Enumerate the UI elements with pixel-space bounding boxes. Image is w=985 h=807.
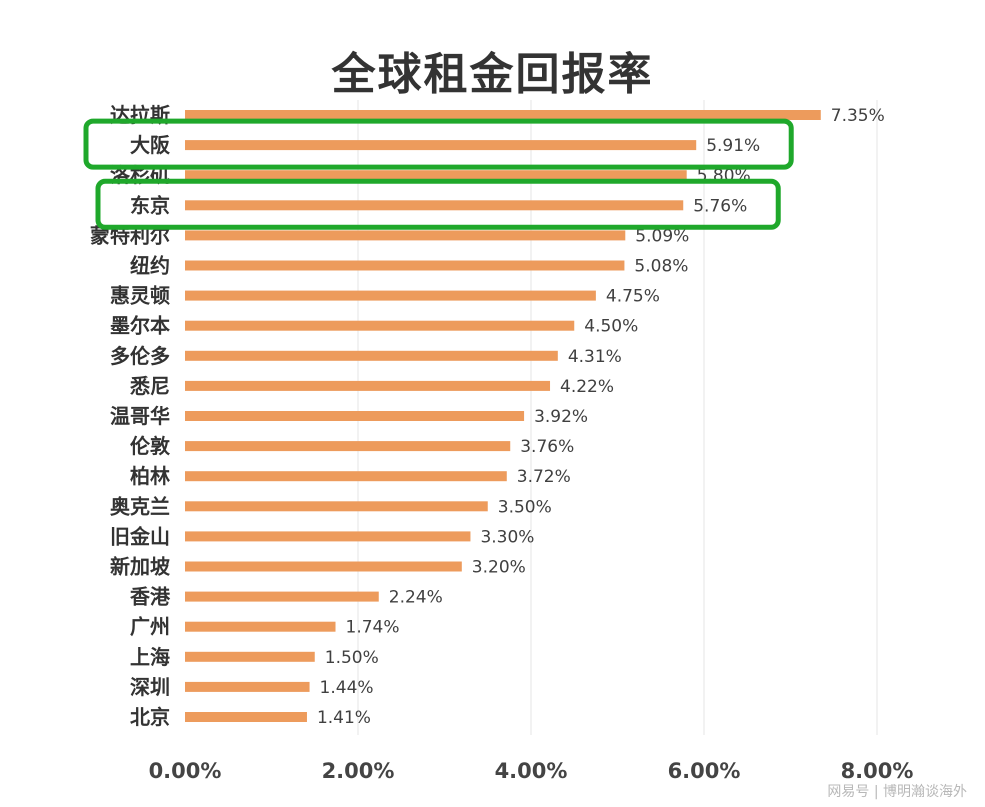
bar-9 [185, 380, 551, 391]
value-label-20: 1.41% [317, 708, 371, 728]
bar-2 [185, 170, 687, 181]
value-label-18: 1.50% [325, 648, 379, 668]
x-tick-label-4: 8.00% [841, 759, 914, 783]
bar-13 [185, 501, 488, 512]
bar-14 [185, 531, 471, 542]
value-label-3: 5.76% [693, 196, 747, 216]
value-label-9: 4.22% [560, 377, 614, 397]
bar-0 [185, 110, 821, 120]
category-label-16: 香港 [130, 585, 171, 609]
category-label-14: 旧金山 [110, 524, 170, 548]
category-label-19: 深圳 [130, 675, 170, 699]
x-axis-ticks: 0.00% 2.00% 4.00% 6.00% 8.00% [149, 759, 914, 783]
category-label-3: 东京 [130, 193, 170, 217]
category-label-7: 墨尔本 [110, 314, 170, 338]
value-label-16: 2.24% [389, 588, 443, 608]
bar-12 [185, 471, 507, 482]
bar-20 [185, 712, 307, 722]
value-label-8: 4.31% [568, 347, 622, 367]
value-label-15: 3.20% [472, 558, 526, 578]
category-label-20: 北京 [130, 705, 170, 729]
value-label-10: 3.92% [534, 407, 588, 427]
category-label-9: 悉尼 [129, 374, 170, 398]
value-label-14: 3.30% [480, 527, 534, 547]
value-label-6: 4.75% [606, 287, 660, 307]
bars [185, 110, 821, 722]
bar-3 [185, 200, 684, 211]
value-label-7: 4.50% [584, 317, 638, 337]
bar-10 [185, 411, 525, 421]
value-label-0: 7.35% [831, 106, 885, 126]
bar-17 [185, 621, 336, 632]
category-label-18: 上海 [130, 645, 170, 669]
value-label-4: 5.09% [635, 226, 689, 246]
category-label-13: 奥克兰 [110, 494, 170, 518]
x-tick-label-1: 2.00% [322, 759, 395, 783]
bar-16 [185, 591, 379, 602]
category-label-15: 新加坡 [110, 555, 171, 579]
highlight-boxes [83, 118, 794, 230]
value-label-13: 3.50% [498, 497, 552, 517]
bar-5 [185, 260, 625, 271]
x-tick-label-2: 4.00% [495, 759, 568, 783]
watermark: 网易号 | 博明瀚谈海外 [827, 784, 967, 800]
category-label-1: 大阪 [130, 133, 171, 157]
category-label-17: 广州 [130, 615, 170, 639]
value-label-17: 1.74% [346, 618, 400, 638]
bar-11 [185, 441, 511, 452]
bar-4 [185, 230, 626, 241]
highlight-box-0 [83, 118, 794, 170]
category-label-8: 多伦多 [110, 344, 170, 368]
category-label-6: 惠灵顿 [110, 284, 170, 308]
value-label-11: 3.76% [520, 437, 574, 457]
value-label-5: 5.08% [634, 257, 688, 277]
bar-18 [185, 651, 315, 662]
category-label-11: 伦敦 [130, 434, 171, 458]
bar-6 [185, 290, 596, 301]
bar-15 [185, 561, 462, 572]
value-label-19: 1.44% [320, 678, 374, 698]
x-tick-label-3: 6.00% [668, 759, 741, 783]
bar-7 [185, 320, 575, 331]
category-label-12: 柏林 [130, 464, 170, 488]
chart-title: 全球租金回报率 [331, 49, 654, 100]
labels: 达拉斯 7.35%大阪 5.91%洛杉矶 5.80%东京 5.76%蒙特利尔 5.09%纽… [90, 103, 885, 729]
x-tick-label-0: 0.00% [149, 759, 222, 783]
value-label-1: 5.91% [706, 136, 760, 156]
bar-8 [185, 350, 558, 361]
value-label-12: 3.72% [517, 467, 571, 487]
category-label-10: 温哥华 [110, 404, 170, 428]
bar-1 [185, 140, 697, 151]
bar-19 [185, 681, 310, 692]
highlight-box-1 [95, 178, 781, 230]
category-label-5: 纽约 [130, 254, 170, 278]
